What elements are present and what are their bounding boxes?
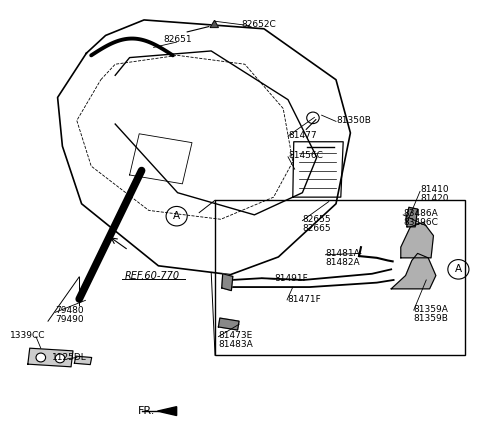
Text: 81410: 81410 — [420, 185, 449, 194]
Text: 81473E: 81473E — [218, 331, 252, 340]
Text: 82655: 82655 — [302, 215, 331, 224]
Text: 81456C: 81456C — [288, 152, 323, 160]
Text: 79480: 79480 — [55, 307, 84, 315]
Text: 82652C: 82652C — [242, 20, 276, 29]
Circle shape — [36, 353, 46, 362]
Text: 82665: 82665 — [302, 224, 331, 233]
Text: 81481A: 81481A — [325, 249, 360, 258]
Polygon shape — [210, 20, 218, 27]
Text: 81477: 81477 — [288, 131, 317, 140]
Text: 1125DL: 1125DL — [52, 354, 86, 362]
Text: 83486A: 83486A — [403, 209, 438, 218]
Polygon shape — [28, 348, 73, 367]
Text: 79490: 79490 — [55, 315, 84, 324]
Circle shape — [55, 354, 65, 363]
Text: FR.: FR. — [138, 406, 156, 416]
Text: REF.60-770: REF.60-770 — [125, 271, 180, 280]
Text: 81359A: 81359A — [414, 305, 449, 314]
Polygon shape — [401, 222, 433, 258]
Polygon shape — [406, 207, 418, 227]
Polygon shape — [222, 274, 233, 291]
Text: 81482A: 81482A — [325, 258, 360, 267]
Bar — [215, 200, 465, 355]
Polygon shape — [218, 318, 239, 330]
Text: A: A — [455, 264, 462, 274]
Text: 81359B: 81359B — [414, 314, 449, 323]
Text: 1339CC: 1339CC — [10, 331, 45, 340]
Text: 81471F: 81471F — [287, 295, 321, 303]
Polygon shape — [157, 407, 177, 416]
Text: A: A — [173, 211, 180, 221]
Text: 83496C: 83496C — [403, 218, 438, 227]
Polygon shape — [74, 356, 92, 365]
Text: 81350B: 81350B — [336, 116, 371, 125]
Polygon shape — [391, 253, 436, 289]
Text: 81483A: 81483A — [218, 340, 253, 349]
Text: 81491F: 81491F — [275, 274, 308, 283]
Text: 82651: 82651 — [163, 35, 192, 44]
Text: 81420: 81420 — [420, 194, 448, 203]
